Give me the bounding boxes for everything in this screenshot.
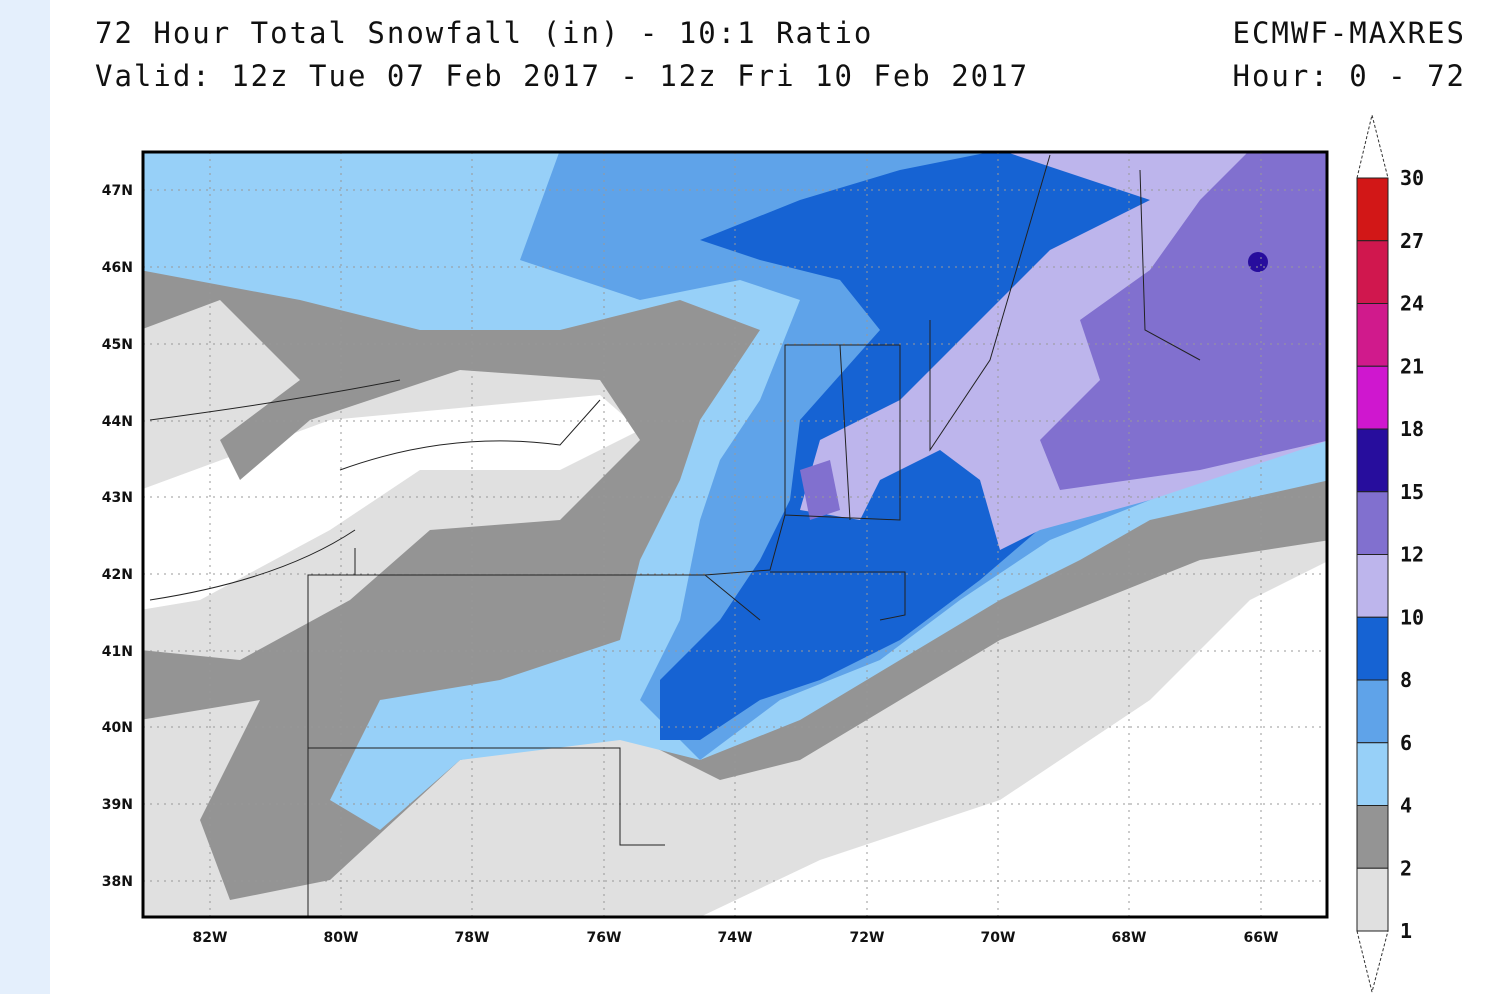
colorbar-swatch (1356, 365, 1389, 430)
colorbar-swatch (1356, 491, 1389, 555)
lat-label: 47N (102, 183, 133, 199)
lat-label: 45N (102, 337, 133, 353)
colorbar-label: 27 (1400, 229, 1424, 253)
colorbar-label: 24 (1400, 292, 1424, 316)
lon-label: 74W (718, 930, 753, 946)
forecast-hours: Hour: 0 - 72 (1232, 59, 1466, 93)
colorbar-swatch (1356, 616, 1389, 681)
colorbar-swatch (1356, 177, 1389, 242)
lon-label: 66W (1244, 930, 1279, 946)
lon-label: 78W (455, 930, 490, 946)
colorbar-swatch (1356, 428, 1389, 493)
model-name: ECMWF-MAXRES (1232, 16, 1466, 50)
left-page-strip (0, 0, 50, 994)
colorbar-label: 18 (1400, 417, 1424, 441)
colorbar-label: 30 (1400, 166, 1424, 190)
valid-period: Valid: 12z Tue 07 Feb 2017 - 12z Fri 10 … (95, 59, 1030, 93)
colorbar-label: 15 (1400, 480, 1424, 504)
graticule (143, 152, 1327, 917)
lat-label: 40N (102, 720, 133, 736)
colorbar-label: 21 (1400, 354, 1424, 378)
colorbar-swatch (1356, 867, 1389, 932)
lon-label: 72W (850, 930, 885, 946)
lat-label: 38N (102, 874, 133, 890)
lon-label: 70W (981, 930, 1016, 946)
lat-label: 44N (102, 414, 133, 430)
lat-label: 39N (102, 797, 133, 813)
colorbar-swatch (1356, 303, 1389, 367)
colorbar-bottom-arrow (1356, 930, 1389, 993)
colorbar-label: 8 (1400, 668, 1412, 692)
lon-label: 68W (1112, 930, 1147, 946)
colorbar-top-arrow (1356, 114, 1389, 179)
map-frame (141, 150, 1329, 919)
colorbar-label: 4 (1400, 794, 1412, 818)
colorbar-swatch (1356, 554, 1389, 618)
lat-label: 46N (102, 260, 133, 276)
lon-label: 82W (193, 930, 228, 946)
colorbar-label: 1 (1400, 919, 1412, 943)
colorbar-swatch (1356, 742, 1389, 806)
map-title: 72 Hour Total Snowfall (in) - 10:1 Ratio (95, 16, 874, 50)
colorbar-swatch (1356, 679, 1389, 744)
lat-label: 41N (102, 644, 133, 660)
colorbar-label: 2 (1400, 856, 1412, 880)
colorbar-swatch (1356, 240, 1389, 304)
lon-label: 80W (324, 930, 359, 946)
lat-label: 43N (102, 490, 133, 506)
colorbar-label: 10 (1400, 605, 1424, 629)
colorbar-label: 12 (1400, 543, 1424, 567)
lat-label: 42N (102, 567, 133, 583)
lon-label: 76W (587, 930, 622, 946)
colorbar-label: 6 (1400, 731, 1412, 755)
colorbar-swatch (1356, 805, 1389, 869)
state-borders (149, 154, 1201, 917)
